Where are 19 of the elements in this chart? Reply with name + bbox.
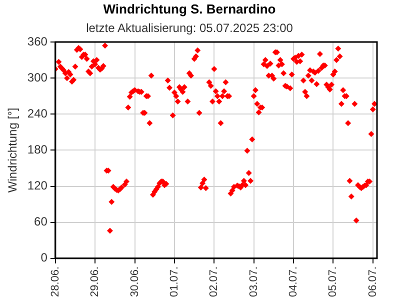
y-tick-label: 120 — [27, 178, 48, 193]
y-axis-title: Windrichtung [°] — [6, 108, 20, 193]
x-tick-label: 03.07. — [248, 266, 260, 298]
y-tick-label: 0 — [40, 250, 48, 265]
x-tick-label: 28.06. — [49, 266, 62, 298]
x-tick-label: 05.07. — [327, 266, 340, 298]
x-tick-label: 06.07. — [366, 266, 379, 298]
y-tick-label: 300 — [27, 70, 48, 84]
x-tick-label: 01.07. — [168, 266, 180, 298]
x-tick-label: 30.06. — [128, 266, 141, 298]
chart-subtitle: letzte Aktualisierung: 05.07.2025 23:00 — [86, 21, 294, 36]
x-tick-label: 04.07. — [288, 266, 300, 298]
y-tick-label: 60 — [34, 214, 48, 229]
chart-title: Windrichtung S. Bernardino — [103, 1, 276, 16]
y-tick-label: 180 — [27, 142, 48, 157]
x-tick-label: 29.06. — [89, 266, 102, 298]
x-tick-label: 02.07. — [208, 266, 220, 298]
y-tick-label: 240 — [27, 106, 48, 120]
y-tick-label: 360 — [27, 34, 48, 48]
